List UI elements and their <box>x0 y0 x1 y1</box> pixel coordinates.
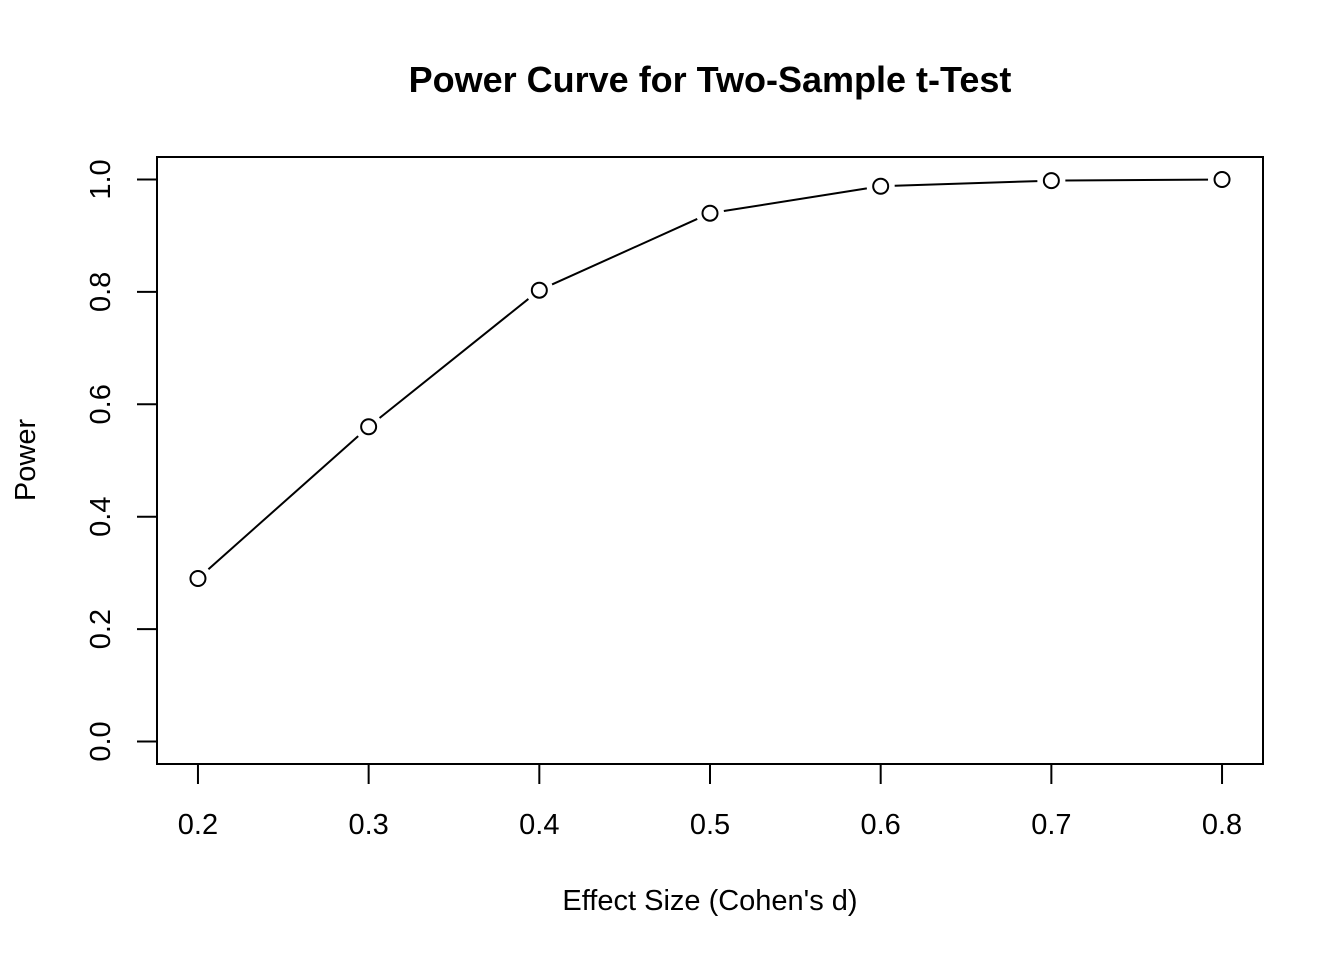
x-tick-label: 0.2 <box>178 809 218 841</box>
y-tick-label: 0.4 <box>85 497 117 537</box>
y-axis: 0.0 0.2 0.4 0.6 0.8 1.0 <box>85 159 158 762</box>
x-tick-label: 0.6 <box>861 809 901 841</box>
series-line-segment <box>378 298 530 419</box>
data-point <box>1213 170 1231 188</box>
y-tick-label: 0.8 <box>85 272 117 312</box>
data-point <box>1042 172 1060 190</box>
data-point <box>189 570 207 588</box>
y-tick-label: 0.2 <box>85 609 117 649</box>
data-point <box>530 281 548 299</box>
y-tick-label: 0.6 <box>85 384 117 424</box>
x-tick-label: 0.7 <box>1031 809 1071 841</box>
series-line-segment <box>1065 178 1209 182</box>
series-line-segment <box>894 180 1038 187</box>
x-tick-label: 0.4 <box>519 809 559 841</box>
chart-title: Power Curve for Two-Sample t-Test <box>409 59 1012 100</box>
data-point <box>360 418 378 436</box>
x-tick-label: 0.5 <box>690 809 730 841</box>
series-line <box>207 178 1209 570</box>
plot-frame <box>156 156 1264 765</box>
series-points <box>189 170 1231 588</box>
series-line-segment <box>207 435 359 570</box>
x-tick-label: 0.8 <box>1202 809 1242 841</box>
y-tick-label: 0.0 <box>85 721 117 761</box>
data-point <box>701 204 719 222</box>
y-axis-label: Power <box>10 419 42 502</box>
x-axis: 0.2 0.3 0.4 0.5 0.6 0.7 0.8 <box>178 763 1242 841</box>
series-line-segment <box>551 218 698 286</box>
series-line-segment <box>723 187 868 213</box>
x-tick-label: 0.3 <box>348 809 388 841</box>
data-point <box>872 177 890 195</box>
y-tick-label: 1.0 <box>85 159 117 199</box>
x-axis-label: Effect Size (Cohen's d) <box>562 885 857 917</box>
